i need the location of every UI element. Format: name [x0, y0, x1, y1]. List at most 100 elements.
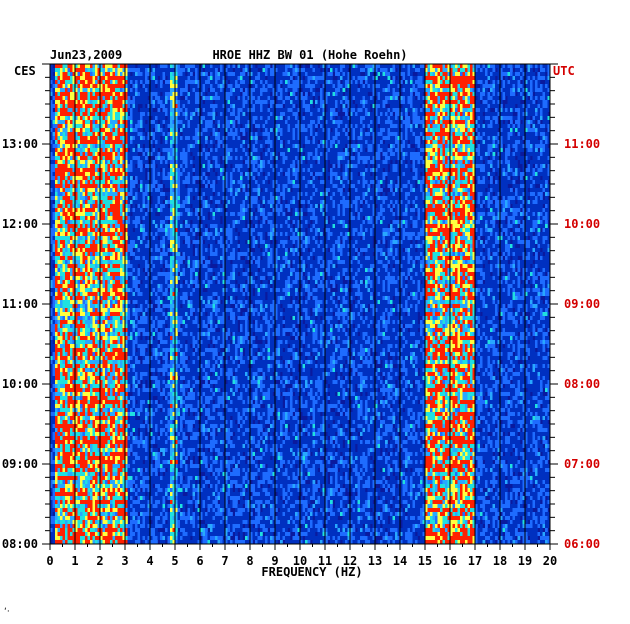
- spectrogram-cell: [227, 88, 231, 92]
- spectrogram-cell: [370, 112, 373, 116]
- spectrogram-cell: [342, 80, 346, 84]
- spectrogram-cell: [450, 80, 453, 84]
- spectrogram-cell: [100, 116, 103, 120]
- spectrogram-cell: [242, 76, 246, 80]
- spectrogram-cell: [87, 160, 91, 164]
- spectrogram-cell: [75, 140, 78, 144]
- spectrogram-cell: [390, 168, 393, 172]
- spectrogram-cell: [292, 160, 296, 164]
- spectrogram-cell: [350, 128, 353, 132]
- spectrogram-cell: [85, 120, 88, 124]
- spectrogram-cell: [547, 136, 551, 140]
- spectrogram-cell: [152, 92, 156, 96]
- spectrogram-cell: [95, 88, 98, 92]
- spectrogram-cell: [180, 72, 183, 76]
- spectrogram-cell: [427, 68, 431, 72]
- spectrogram-cell: [65, 76, 68, 80]
- spectrogram-cell: [482, 76, 486, 80]
- spectrogram-cell: [322, 120, 326, 124]
- spectrogram-cell: [307, 136, 311, 140]
- spectrogram-cell: [542, 164, 546, 168]
- spectrogram-cell: [77, 164, 81, 168]
- spectrogram-cell: [325, 148, 328, 152]
- spectrogram-cell: [262, 72, 266, 76]
- spectrogram-cell: [370, 168, 373, 172]
- spectrogram-cell: [530, 88, 533, 92]
- spectrogram-cell: [137, 132, 141, 136]
- spectrogram-cell: [102, 88, 106, 92]
- spectrogram-cell: [120, 76, 123, 80]
- spectrogram-cell: [260, 84, 263, 88]
- spectrogram-cell: [477, 76, 481, 80]
- spectrogram-cell: [112, 104, 116, 108]
- spectrogram-cell: [147, 72, 151, 76]
- spectrogram-cell: [310, 140, 313, 144]
- spectrogram-cell: [57, 104, 61, 108]
- spectrogram-cell: [115, 128, 118, 132]
- spectrogram-cell: [470, 164, 473, 168]
- spectrogram-cell: [502, 116, 506, 120]
- spectrogram-cell: [267, 156, 271, 160]
- spectrogram-cell: [180, 124, 183, 128]
- spectrogram-cell: [225, 88, 228, 92]
- spectrogram-cell: [295, 76, 298, 80]
- spectrogram-cell: [272, 120, 276, 124]
- spectrogram-cell: [322, 144, 326, 148]
- spectrogram-cell: [352, 128, 356, 132]
- spectrogram-cell: [120, 152, 123, 156]
- spectrogram-cell: [312, 88, 316, 92]
- spectrogram-cell: [180, 168, 183, 172]
- spectrogram-cell: [280, 124, 283, 128]
- spectrogram-cell: [130, 80, 133, 84]
- spectrogram-cell: [177, 92, 181, 96]
- spectrogram-cell: [285, 112, 288, 116]
- spectrogram-cell: [280, 128, 283, 132]
- spectrogram-cell: [197, 148, 201, 152]
- spectrogram-cell: [492, 80, 496, 84]
- spectrogram-cell: [295, 96, 298, 100]
- spectrogram-cell: [407, 120, 411, 124]
- spectrogram-cell: [292, 152, 296, 156]
- spectrogram-cell: [195, 124, 198, 128]
- spectrogram-cell: [275, 68, 278, 72]
- spectrogram-cell: [365, 140, 368, 144]
- spectrogram-cell: [215, 120, 218, 124]
- spectrogram-cell: [312, 80, 316, 84]
- spectrogram-cell: [132, 124, 136, 128]
- spectrogram-cell: [352, 112, 356, 116]
- spectrogram-cell: [110, 88, 113, 92]
- spectrogram-cell: [62, 148, 66, 152]
- spectrogram-cell: [277, 88, 281, 92]
- spectrogram-cell: [330, 124, 333, 128]
- spectrogram-cell: [242, 112, 246, 116]
- spectrogram-cell: [72, 96, 76, 100]
- spectrogram-cell: [255, 76, 258, 80]
- spectrogram-cell: [312, 116, 316, 120]
- spectrogram-cell: [260, 72, 263, 76]
- spectrogram-cell: [137, 124, 141, 128]
- spectrogram-cell: [380, 128, 383, 132]
- spectrogram-cell: [82, 152, 86, 156]
- spectrogram-cell: [202, 164, 206, 168]
- spectrogram-cell: [62, 136, 66, 140]
- spectrogram-cell: [172, 148, 176, 152]
- spectrogram-cell: [537, 96, 541, 100]
- spectrogram-cell: [112, 88, 116, 92]
- spectrogram-cell: [220, 112, 223, 116]
- spectrogram-cell: [410, 136, 413, 140]
- spectrogram-cell: [72, 80, 76, 84]
- spectrogram-cell: [312, 92, 316, 96]
- spectrogram-cell: [537, 160, 541, 164]
- spectrogram-cell: [367, 136, 371, 140]
- spectrogram-cell: [52, 156, 56, 160]
- spectrogram-cell: [327, 112, 331, 116]
- spectrogram-cell: [425, 128, 428, 132]
- spectrogram-cell: [375, 160, 378, 164]
- spectrogram-cell: [270, 88, 273, 92]
- spectrogram-cell: [427, 104, 431, 108]
- spectrogram-cell: [380, 96, 383, 100]
- spectrogram-cell: [300, 80, 303, 84]
- spectrogram-cell: [525, 144, 528, 148]
- spectrogram-cell: [207, 128, 211, 132]
- spectrogram-cell: [125, 120, 128, 124]
